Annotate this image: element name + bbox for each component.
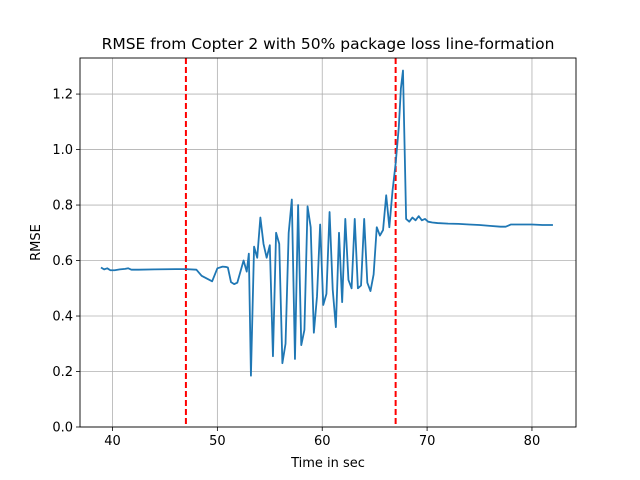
series-layer: [100, 69, 553, 377]
y-axis-label: RMSE: [29, 224, 44, 261]
y-tick-label: 0.0: [52, 421, 73, 436]
y-tick-label: 0.6: [52, 254, 73, 269]
x-axis-label: Time in sec: [290, 456, 365, 471]
rmse-series-line: [100, 69, 553, 377]
y-tick-label: 1.0: [52, 143, 73, 158]
plot-frame: [79, 57, 577, 428]
y-tick-label: 0.2: [52, 365, 73, 380]
chart-title: RMSE from Copter 2 with 50% package loss…: [102, 35, 555, 53]
x-tick-label: 80: [524, 434, 541, 449]
y-tick-label: 1.2: [52, 88, 73, 103]
y-tick-label: 0.8: [52, 199, 73, 214]
x-tick-label: 50: [209, 434, 226, 449]
tick-layer: 40 50 60 70 80 0.0 0.2 0.4 0.6 0.8 1.0 1.2: [52, 88, 540, 449]
vertical-markers: [184, 58, 397, 427]
x-tick-label: 60: [314, 434, 331, 449]
x-tick-label: 70: [419, 434, 436, 449]
x-tick-label: 40: [104, 434, 121, 449]
y-tick-label: 0.4: [52, 310, 73, 325]
